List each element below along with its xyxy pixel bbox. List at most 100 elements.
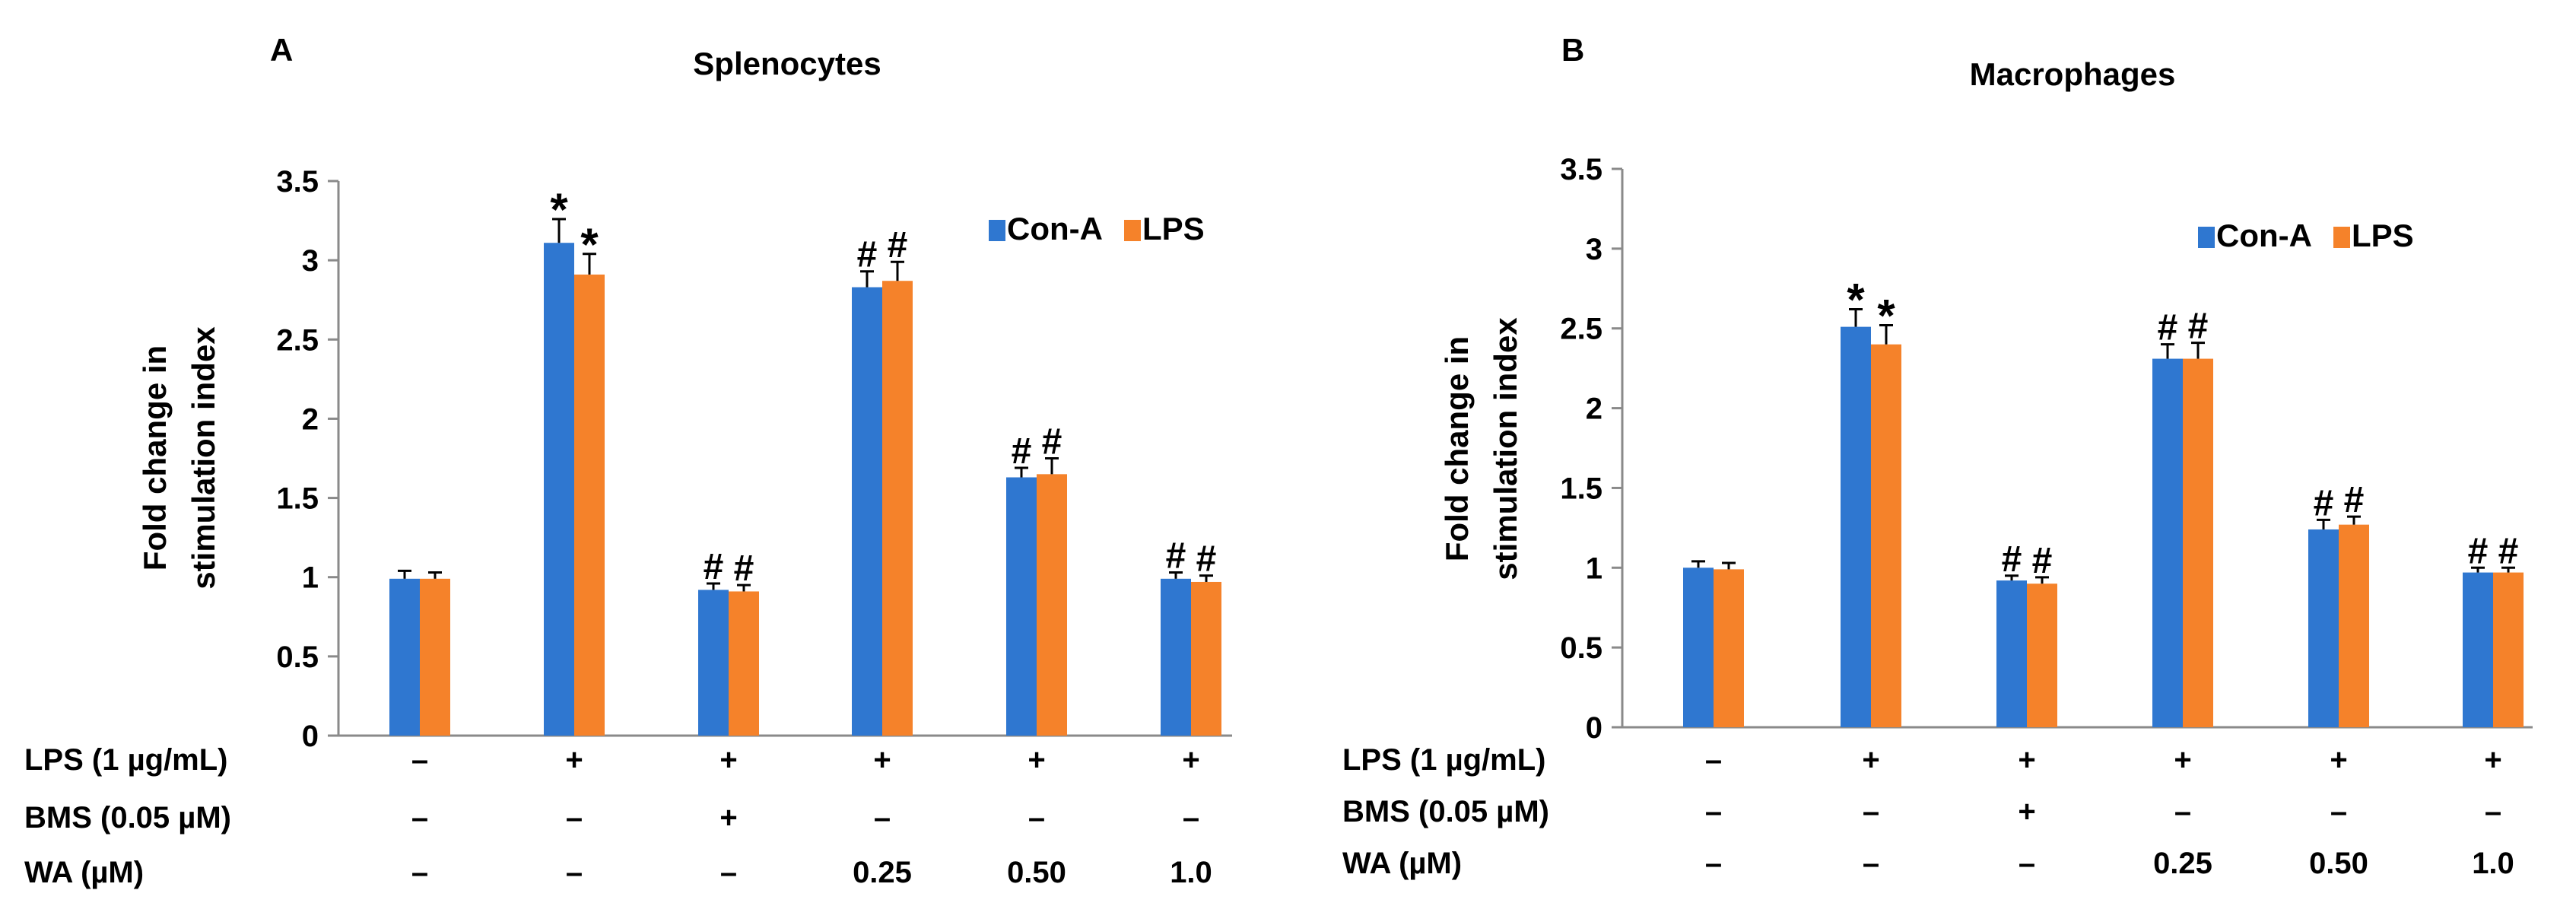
- y-tick-label: 2.5: [276, 323, 319, 357]
- significance-hash: #: [1196, 539, 1217, 580]
- panel-a: 0 0.5 1 1.5 2 2.5 3 3.5 Fold change in stimulatio…: [24, 165, 1232, 889]
- condition-value: +: [1182, 743, 1199, 777]
- bar-lps: [729, 591, 759, 736]
- y-tick-label: 0: [1586, 711, 1602, 745]
- bar-con-a: [698, 590, 729, 736]
- significance-star: *: [580, 219, 599, 270]
- significance-hash: #: [1012, 431, 1032, 472]
- y-tick-label: 1.5: [1560, 472, 1602, 505]
- y-axis-title: Fold change in: [1439, 336, 1475, 561]
- condition-value: +: [719, 801, 737, 835]
- condition-value: –: [411, 743, 428, 777]
- bar-lps: [2493, 572, 2524, 727]
- condition-label: WA (µM): [24, 856, 144, 889]
- condition-value: –: [566, 801, 583, 835]
- condition-value: –: [2174, 795, 2191, 828]
- condition-value: +: [2018, 743, 2035, 777]
- bar-lps: [1037, 474, 1067, 736]
- condition-label: LPS (1 µg/mL): [24, 743, 228, 777]
- bar-lps: [420, 578, 450, 736]
- significance-hash: #: [2314, 483, 2334, 523]
- y-axis-title: stimulation index: [186, 326, 221, 590]
- y-tick-label: 1.5: [276, 482, 319, 516]
- bar-con-a: [1161, 578, 1191, 736]
- y-tick-label: 3.5: [1560, 153, 1602, 186]
- condition-value: +: [2330, 743, 2347, 777]
- legend-swatch-con-a: [989, 220, 1005, 241]
- condition-value: +: [2174, 743, 2191, 777]
- panel-a-title: Splenocytes: [693, 46, 881, 81]
- significance-hash: #: [2468, 531, 2489, 571]
- condition-value: +: [565, 743, 583, 777]
- bar-con-a: [544, 243, 574, 736]
- legend-label-lps: LPS: [1142, 211, 1205, 246]
- bar-lps: [1191, 581, 1221, 736]
- condition-value: –: [411, 856, 428, 889]
- bar-lps: [2183, 358, 2213, 727]
- y-tick-label: 1: [1586, 552, 1602, 585]
- bar-lps: [1714, 569, 1744, 727]
- significance-hash: #: [704, 547, 724, 587]
- legend-swatch-lps: [1124, 220, 1141, 241]
- y-tick-label: 1: [302, 561, 319, 595]
- bar-lps: [2339, 524, 2369, 727]
- condition-value: –: [2485, 795, 2501, 828]
- condition-value: –: [1863, 795, 1879, 828]
- condition-value: +: [2018, 795, 2035, 828]
- condition-value: –: [1705, 847, 1722, 880]
- significance-hash: #: [1166, 536, 1186, 576]
- bar-con-a: [1006, 477, 1037, 736]
- significance-hash: #: [2032, 541, 2053, 581]
- condition-value: –: [411, 801, 428, 835]
- legend-label-lps: LPS: [2352, 218, 2414, 253]
- bar-lps: [1871, 344, 1901, 727]
- bar-con-a: [2308, 529, 2339, 727]
- y-tick-label: 3: [302, 244, 319, 278]
- condition-value: +: [1028, 743, 1045, 777]
- condition-value: 0.25: [853, 856, 912, 889]
- y-tick-label: 2: [302, 402, 319, 436]
- condition-label: LPS (1 µg/mL): [1342, 743, 1546, 777]
- legend-label-con-a: Con-A: [1007, 211, 1103, 246]
- y-axis-title: Fold change in: [137, 345, 173, 571]
- bar-con-a: [2463, 572, 2493, 727]
- condition-value: 1.0: [2472, 847, 2514, 880]
- bar-lps: [574, 274, 605, 736]
- legend-label-con-a: Con-A: [2216, 218, 2312, 253]
- panel-b: 0 0.5 1 1.5 2 2.5 3 3.5 Fold change in stimulatio…: [1342, 153, 2533, 880]
- panel-b-title: Macrophages: [1970, 56, 2176, 92]
- significance-hash: #: [2158, 308, 2178, 348]
- condition-value: +: [719, 743, 737, 777]
- significance-hash: #: [888, 225, 908, 265]
- condition-value: +: [1862, 743, 1879, 777]
- bar-con-a: [1683, 568, 1714, 727]
- legend-swatch-con-a: [2198, 227, 2215, 248]
- significance-star: *: [1877, 291, 1895, 342]
- condition-value: 1.0: [1170, 856, 1212, 889]
- bar-lps: [2027, 583, 2057, 727]
- condition-value: –: [1705, 795, 1722, 828]
- condition-value: –: [720, 856, 737, 889]
- condition-label: WA (µM): [1342, 847, 1462, 880]
- condition-value: –: [1183, 801, 1199, 835]
- condition-value: +: [2484, 743, 2501, 777]
- significance-star: *: [550, 184, 568, 235]
- condition-value: 0.50: [2309, 847, 2368, 880]
- significance-hash: #: [2002, 539, 2022, 580]
- condition-value: –: [1863, 847, 1879, 880]
- y-tick-label: 3.5: [276, 165, 319, 199]
- condition-value: 0.50: [1007, 856, 1066, 889]
- y-tick-label: 3: [1586, 233, 1602, 266]
- panel-a-label: A: [270, 32, 293, 68]
- condition-label: BMS (0.05 µM): [1342, 795, 1549, 828]
- condition-value: –: [566, 856, 583, 889]
- y-tick-label: 2.5: [1560, 313, 1602, 346]
- bar-lps: [882, 281, 913, 736]
- y-tick-label: 0.5: [1560, 631, 1602, 665]
- significance-hash: #: [857, 235, 878, 275]
- condition-value: –: [1705, 743, 1722, 777]
- condition-value: +: [873, 743, 891, 777]
- condition-value: –: [874, 801, 891, 835]
- condition-value: 0.25: [2153, 847, 2212, 880]
